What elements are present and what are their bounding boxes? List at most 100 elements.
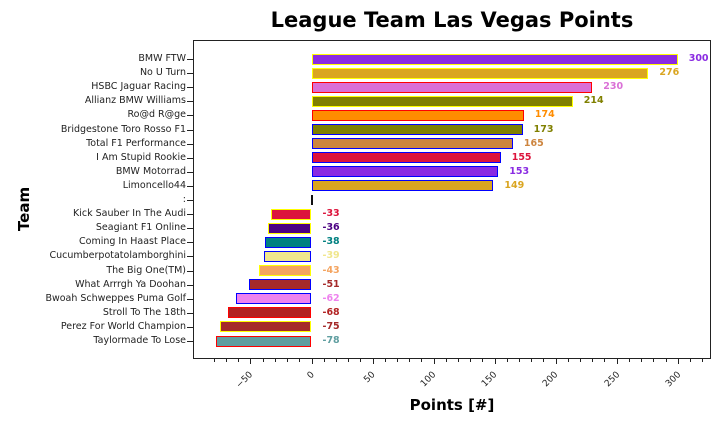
x-minor-tick (360, 359, 362, 362)
x-tick-label: −50 (235, 370, 256, 391)
value-label: -62 (322, 292, 340, 304)
x-minor-tick (543, 359, 545, 362)
y-tick (187, 129, 193, 131)
x-minor-tick (580, 359, 582, 362)
x-minor-tick (604, 359, 606, 362)
y-tick-label: Stroll To The 18th (102, 306, 186, 318)
y-tick-label: BMW FTW (138, 53, 186, 64)
y-tick-label: Kick Sauber In The Audi (72, 208, 186, 220)
bar (311, 124, 523, 135)
y-tick (187, 101, 193, 103)
value-label: 155 (511, 151, 532, 163)
y-tick (187, 242, 193, 244)
x-tick-label: 250 (602, 370, 622, 390)
zero-marker (311, 195, 313, 205)
y-tick (187, 87, 193, 89)
value-label: -75 (322, 320, 340, 332)
value-label: -33 (322, 208, 340, 220)
x-minor-tick (274, 359, 276, 362)
value-label: 214 (583, 95, 604, 107)
x-axis-label: Points [#] (409, 396, 495, 414)
y-tick-label: The Big One(TM) (106, 264, 186, 276)
x-minor-tick (287, 359, 289, 362)
x-minor-tick (653, 359, 655, 362)
y-tick-label: Cucumberpotatolamborghini (49, 250, 186, 262)
y-tick (187, 143, 193, 145)
x-minor-tick (409, 359, 411, 362)
bar (311, 109, 524, 121)
y-tick (187, 228, 193, 230)
x-minor-tick (335, 359, 337, 362)
y-tick-label: Ro@d R@ge (127, 109, 186, 121)
x-minor-tick (592, 359, 594, 362)
x-minor-tick (421, 359, 423, 362)
bar (267, 222, 312, 234)
y-tick (187, 298, 193, 300)
x-tick-label: 0 (305, 370, 317, 382)
y-tick-label: BMW Motorrad (115, 165, 186, 177)
value-label: 230 (603, 81, 624, 93)
bar (216, 335, 312, 347)
y-tick (187, 171, 193, 173)
x-minor-tick (641, 359, 643, 362)
x-minor-tick (323, 359, 325, 362)
x-minor-tick (506, 359, 508, 362)
chart-title: League Team Las Vegas Points (270, 8, 634, 32)
bar (265, 236, 312, 248)
x-tick (555, 359, 557, 364)
value-label: 149 (504, 179, 525, 191)
y-tick-label: I Am Stupid Rookie (96, 151, 186, 163)
x-minor-tick (519, 359, 521, 362)
bar (311, 180, 494, 192)
x-minor-tick (567, 359, 569, 362)
plot-area (193, 40, 711, 359)
y-tick (187, 214, 193, 216)
y-tick-label: Total F1 Performance (86, 137, 186, 149)
x-minor-tick (628, 359, 630, 362)
x-tick-label: 100 (419, 370, 439, 390)
x-minor-tick (348, 359, 350, 362)
bar (249, 279, 312, 291)
x-minor-tick (396, 359, 398, 362)
bar (311, 67, 649, 79)
bar (311, 95, 573, 107)
x-tick (311, 359, 313, 364)
x-minor-tick (665, 359, 667, 362)
x-minor-tick (213, 359, 215, 362)
y-tick-label: Coming In Haast Place (79, 236, 186, 248)
x-minor-tick (482, 359, 484, 362)
y-tick (187, 115, 193, 117)
value-label: 165 (523, 137, 544, 149)
x-minor-tick (262, 359, 264, 362)
y-tick-label: What Arrrgh Ya Doohan (75, 278, 186, 290)
x-minor-tick (384, 359, 386, 362)
x-minor-tick (457, 359, 459, 362)
value-label: -38 (322, 236, 340, 248)
x-minor-tick (470, 359, 472, 362)
x-tick-label: 300 (663, 370, 683, 390)
y-tick-label: No U Turn (139, 67, 186, 79)
y-tick (187, 256, 193, 258)
y-tick (187, 200, 193, 201)
x-tick (250, 359, 252, 364)
bar (235, 293, 312, 305)
y-tick (187, 341, 193, 342)
x-tick-label: 200 (541, 370, 561, 390)
x-tick-label: 50 (362, 370, 378, 386)
x-minor-tick (445, 359, 447, 362)
bar (271, 208, 312, 220)
y-tick (187, 157, 193, 159)
x-tick (372, 359, 374, 364)
y-tick-label: Allianz BMW Williams (84, 95, 186, 107)
value-label: -78 (322, 335, 340, 346)
bar (259, 265, 312, 276)
x-tick (677, 359, 679, 364)
x-tick (616, 359, 618, 364)
y-tick (187, 270, 193, 272)
x-minor-tick (226, 359, 228, 362)
y-tick-label: Bwoah Schweppes Puma Golf (45, 292, 186, 304)
value-label: -39 (322, 250, 340, 262)
value-label: 153 (509, 165, 530, 177)
y-tick-label: HSBC Jaguar Racing (91, 81, 186, 93)
y-tick-label: Seagiant F1 Online (95, 222, 186, 234)
